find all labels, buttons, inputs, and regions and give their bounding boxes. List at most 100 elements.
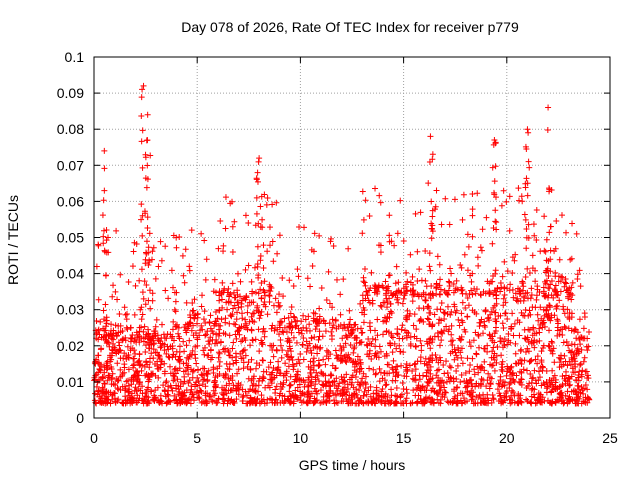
data-point: [441, 384, 448, 391]
data-point: [292, 387, 299, 394]
data-point: [419, 384, 426, 391]
data-point: [528, 386, 535, 393]
data-point: [365, 287, 372, 294]
data-point: [518, 346, 525, 353]
data-point: [396, 342, 403, 349]
data-point: [438, 337, 445, 344]
data-point: [386, 238, 393, 245]
data-point: [524, 126, 531, 133]
data-point: [152, 275, 159, 282]
data-point: [249, 290, 256, 297]
data-points: [91, 82, 593, 407]
data-point: [561, 375, 568, 382]
data-point: [145, 378, 152, 385]
data-point: [466, 291, 473, 298]
data-point: [189, 368, 196, 375]
data-point: [287, 354, 294, 361]
data-point: [234, 370, 241, 377]
data-point: [248, 397, 255, 404]
data-point: [155, 366, 162, 373]
data-point: [434, 390, 441, 397]
data-point: [568, 255, 575, 262]
data-point: [431, 333, 438, 340]
data-point: [436, 291, 443, 298]
data-point: [433, 389, 440, 396]
data-point: [399, 300, 406, 307]
data-point: [332, 347, 339, 354]
data-point: [305, 382, 312, 389]
data-point: [188, 327, 195, 334]
data-point: [421, 399, 428, 406]
data-point: [402, 316, 409, 323]
data-point: [302, 379, 309, 386]
data-point: [409, 399, 416, 406]
data-point: [256, 348, 263, 355]
data-point: [400, 285, 407, 292]
data-point: [429, 213, 436, 220]
data-point: [499, 320, 506, 327]
data-point: [113, 333, 120, 340]
data-point: [552, 376, 559, 383]
data-point: [161, 347, 168, 354]
data-point: [554, 317, 561, 324]
data-point: [213, 400, 220, 407]
data-point: [120, 355, 127, 362]
data-point: [148, 350, 155, 357]
data-point: [347, 357, 354, 364]
data-point: [379, 386, 386, 393]
data-point: [517, 392, 524, 399]
data-point: [480, 330, 487, 337]
y-tick-label: 0.04: [57, 266, 84, 282]
data-point: [296, 223, 303, 230]
data-point: [200, 316, 207, 323]
data-point: [518, 193, 525, 200]
data-point: [364, 342, 371, 349]
data-point: [284, 335, 291, 342]
data-point: [335, 383, 342, 390]
data-point: [248, 278, 255, 285]
data-point: [260, 264, 267, 271]
data-point: [557, 389, 564, 396]
data-point: [266, 287, 273, 294]
data-point: [309, 262, 316, 269]
data-point: [366, 347, 373, 354]
data-point: [547, 268, 554, 275]
data-point: [493, 352, 500, 359]
data-point: [502, 397, 509, 404]
data-point: [525, 158, 532, 165]
data-point: [505, 337, 512, 344]
data-point: [360, 216, 367, 223]
data-point: [187, 314, 194, 321]
data-point: [277, 399, 284, 406]
data-point: [516, 288, 523, 295]
data-point: [312, 326, 319, 333]
data-point: [234, 382, 241, 389]
data-point: [100, 240, 107, 247]
data-point: [501, 379, 508, 386]
data-point: [453, 384, 460, 391]
data-point: [528, 379, 535, 386]
data-point: [577, 283, 584, 290]
data-point: [538, 382, 545, 389]
data-point: [329, 316, 336, 323]
data-point: [562, 358, 569, 365]
data-point: [448, 338, 455, 345]
data-point: [566, 396, 573, 403]
data-point: [384, 304, 391, 311]
data-point: [257, 223, 264, 230]
data-point: [527, 358, 534, 365]
data-point: [382, 390, 389, 397]
data-point: [422, 247, 429, 254]
data-point: [194, 334, 201, 341]
data-point: [393, 345, 400, 352]
data-point: [469, 291, 476, 298]
data-point: [298, 399, 305, 406]
data-point: [170, 284, 177, 291]
y-tick-label: 0: [76, 410, 84, 426]
data-point: [121, 364, 128, 371]
data-point: [196, 382, 203, 389]
data-point: [142, 334, 149, 341]
data-point: [546, 343, 553, 350]
data-point: [115, 339, 122, 346]
data-point: [546, 327, 553, 334]
